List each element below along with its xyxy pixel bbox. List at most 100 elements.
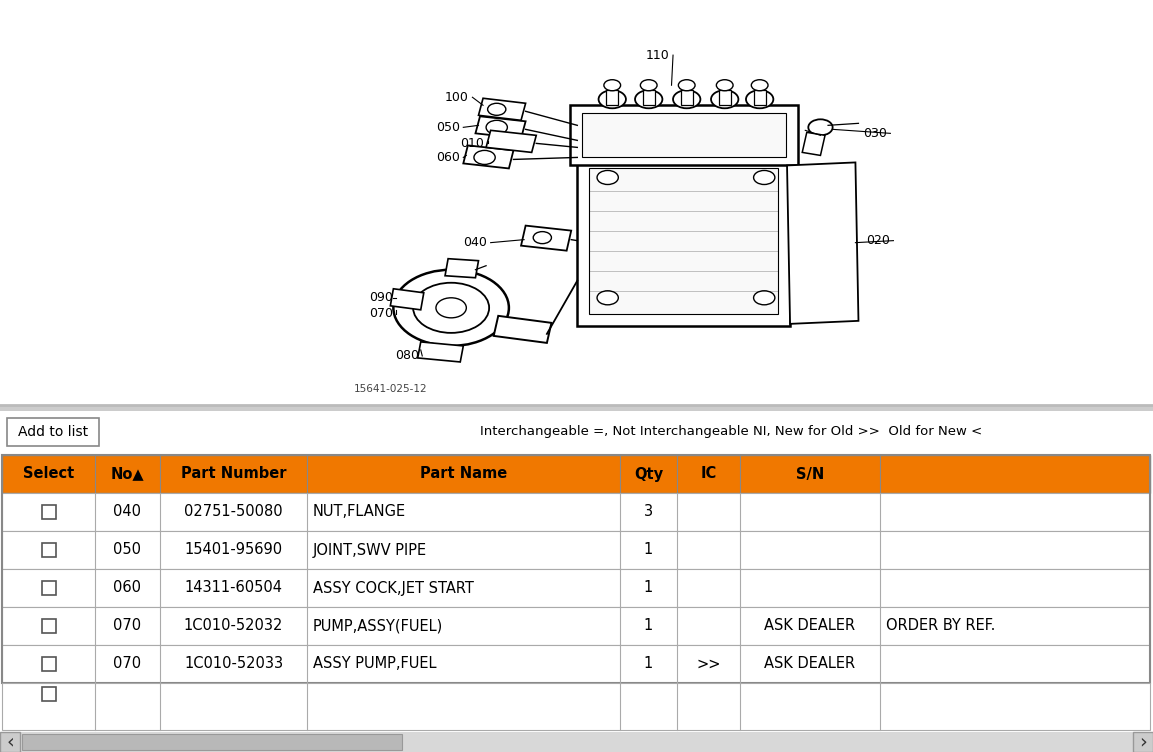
Text: 15401-95690: 15401-95690: [184, 542, 282, 557]
Text: Select: Select: [23, 466, 74, 481]
Circle shape: [678, 80, 695, 91]
Circle shape: [488, 103, 506, 115]
FancyBboxPatch shape: [2, 493, 1150, 531]
Text: IC: IC: [700, 466, 717, 481]
Text: 020: 020: [866, 234, 890, 247]
Text: 1: 1: [643, 542, 653, 557]
Polygon shape: [589, 168, 778, 314]
Polygon shape: [802, 132, 826, 156]
Polygon shape: [521, 226, 571, 250]
Text: 090: 090: [369, 291, 393, 305]
FancyBboxPatch shape: [2, 569, 1150, 607]
Text: ORDER BY REF.: ORDER BY REF.: [886, 618, 995, 633]
Text: 070: 070: [369, 308, 393, 320]
Circle shape: [413, 283, 489, 333]
Polygon shape: [680, 90, 693, 105]
FancyBboxPatch shape: [42, 543, 55, 557]
Text: ASK DEALER: ASK DEALER: [764, 656, 856, 672]
FancyBboxPatch shape: [0, 0, 1153, 405]
Circle shape: [474, 150, 496, 165]
Text: JOINT,SWV PIPE: JOINT,SWV PIPE: [312, 542, 427, 557]
FancyBboxPatch shape: [0, 732, 20, 752]
Circle shape: [635, 90, 663, 108]
Circle shape: [716, 80, 733, 91]
Text: 050: 050: [436, 121, 460, 134]
FancyBboxPatch shape: [22, 734, 402, 750]
Text: Part Name: Part Name: [420, 466, 507, 481]
Polygon shape: [754, 90, 766, 105]
FancyBboxPatch shape: [2, 607, 1150, 645]
Text: 1: 1: [643, 618, 653, 633]
Circle shape: [436, 298, 466, 318]
FancyBboxPatch shape: [0, 411, 1153, 752]
Polygon shape: [487, 130, 536, 153]
Text: 100: 100: [445, 91, 469, 104]
Circle shape: [673, 90, 700, 108]
Circle shape: [393, 270, 508, 346]
Text: 15641-025-12: 15641-025-12: [354, 384, 428, 394]
Polygon shape: [578, 160, 790, 326]
Text: 060: 060: [436, 151, 460, 164]
Text: 070: 070: [113, 618, 142, 633]
Text: 1: 1: [643, 656, 653, 672]
Circle shape: [533, 232, 551, 244]
Circle shape: [597, 171, 618, 184]
Circle shape: [604, 80, 620, 91]
Circle shape: [487, 120, 507, 135]
Polygon shape: [475, 117, 526, 138]
Text: ‹: ‹: [6, 732, 14, 751]
FancyBboxPatch shape: [2, 531, 1150, 569]
Text: 1C010-52033: 1C010-52033: [184, 656, 284, 672]
FancyBboxPatch shape: [42, 505, 55, 519]
Text: 110: 110: [646, 49, 670, 62]
Polygon shape: [391, 289, 424, 310]
Text: Qty: Qty: [634, 466, 663, 481]
Text: 02751-50080: 02751-50080: [184, 505, 282, 520]
Circle shape: [754, 291, 775, 305]
Polygon shape: [787, 162, 859, 324]
Text: 010: 010: [460, 137, 484, 150]
Text: Part Number: Part Number: [181, 466, 286, 481]
Text: Add to list: Add to list: [18, 425, 88, 439]
FancyBboxPatch shape: [0, 405, 1153, 411]
FancyBboxPatch shape: [42, 581, 55, 595]
Polygon shape: [570, 105, 798, 165]
Polygon shape: [642, 90, 655, 105]
Polygon shape: [582, 114, 785, 157]
Text: 1: 1: [643, 581, 653, 596]
Text: PUMP,ASSY(FUEL): PUMP,ASSY(FUEL): [312, 618, 443, 633]
Text: >>: >>: [696, 656, 721, 672]
FancyBboxPatch shape: [2, 683, 1150, 730]
Text: 3: 3: [643, 505, 653, 520]
Text: 070: 070: [113, 656, 142, 672]
Text: NUT,FLANGE: NUT,FLANGE: [312, 505, 406, 520]
Text: 030: 030: [862, 127, 887, 140]
Text: ›: ›: [1139, 732, 1147, 751]
FancyBboxPatch shape: [42, 687, 55, 701]
Text: 14311-60504: 14311-60504: [184, 581, 282, 596]
Text: ASSY PUMP,FUEL: ASSY PUMP,FUEL: [312, 656, 437, 672]
FancyBboxPatch shape: [2, 455, 1150, 493]
Circle shape: [711, 90, 738, 108]
FancyBboxPatch shape: [2, 645, 1150, 683]
Text: 040: 040: [464, 236, 488, 249]
Text: ASK DEALER: ASK DEALER: [764, 618, 856, 633]
Circle shape: [752, 80, 768, 91]
Circle shape: [640, 80, 657, 91]
FancyBboxPatch shape: [42, 619, 55, 633]
Polygon shape: [606, 90, 618, 105]
Text: 080: 080: [394, 350, 419, 362]
Polygon shape: [493, 316, 551, 343]
Circle shape: [808, 120, 832, 135]
Polygon shape: [445, 259, 478, 277]
FancyBboxPatch shape: [0, 732, 1153, 752]
FancyBboxPatch shape: [42, 657, 55, 671]
Circle shape: [746, 90, 774, 108]
Text: S/N: S/N: [796, 466, 824, 481]
Text: 040: 040: [113, 505, 142, 520]
Text: Interchangeable =, Not Interchangeable NI, New for Old >>  Old for New <: Interchangeable =, Not Interchangeable N…: [480, 426, 982, 438]
Polygon shape: [417, 342, 464, 362]
Text: No▲: No▲: [111, 466, 144, 481]
Text: 050: 050: [113, 542, 142, 557]
Circle shape: [597, 291, 618, 305]
